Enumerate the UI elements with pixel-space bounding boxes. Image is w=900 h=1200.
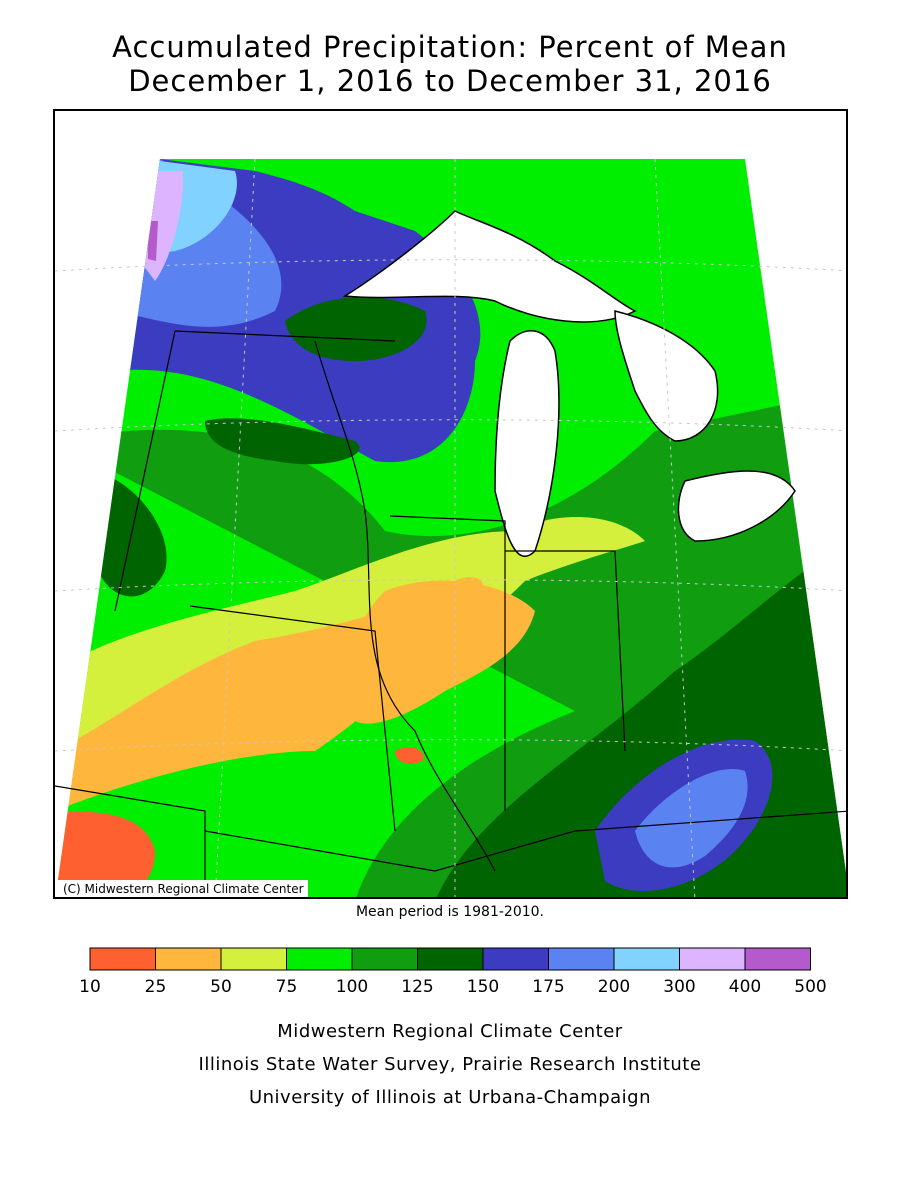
legend-swatch xyxy=(613,947,680,971)
legend-tick-label: 175 xyxy=(532,977,564,997)
mean-period-note: Mean period is 1981-2010. xyxy=(355,904,545,920)
legend-swatch xyxy=(548,947,615,971)
legend-tick-label: 300 xyxy=(663,977,695,997)
color-legend: 10 25 50 75 100 125 150 175 200 300 400 500 xyxy=(79,947,827,997)
precipitation-map: (C) Midwestern Regional Climate Center xyxy=(53,109,848,899)
copyright-label: (C) Midwestern Regional Climate Center xyxy=(55,880,308,897)
legend-tick-label: 100 xyxy=(336,977,368,997)
legend-swatch xyxy=(482,947,549,971)
graticule xyxy=(55,158,846,897)
legend-swatch xyxy=(155,947,222,971)
legend-tick-label: 150 xyxy=(467,977,499,997)
legend-tick-label: 75 xyxy=(276,977,298,997)
legend-swatch xyxy=(220,947,287,971)
legend-tick-label: 50 xyxy=(210,977,232,997)
legend-tick-label: 125 xyxy=(401,977,433,997)
legend-swatch xyxy=(679,947,746,971)
credit-line-1: Midwestern Regional Climate Center xyxy=(277,1021,623,1042)
map-title: Accumulated Precipitation: Percent of Me… xyxy=(112,30,788,64)
legend-tick-label: 25 xyxy=(145,977,167,997)
map-date-range: December 1, 2016 to December 31, 2016 xyxy=(128,64,772,98)
credit-line-2: Illinois State Water Survey, Prairie Res… xyxy=(198,1054,702,1075)
credit-line-3: University of Illinois at Urbana-Champai… xyxy=(248,1087,652,1108)
legend-swatch xyxy=(417,947,484,971)
legend-tick-label: 200 xyxy=(598,977,630,997)
legend-swatch xyxy=(89,947,156,971)
state-boundaries xyxy=(55,330,846,897)
legend-swatch xyxy=(744,947,811,971)
legend-tick-label: 10 xyxy=(79,977,101,997)
legend-tick-label: 400 xyxy=(729,977,761,997)
map-canvas xyxy=(55,158,846,897)
legend-tick-label: 500 xyxy=(794,977,826,997)
legend-swatch xyxy=(286,947,353,971)
legend-swatch xyxy=(351,947,418,971)
